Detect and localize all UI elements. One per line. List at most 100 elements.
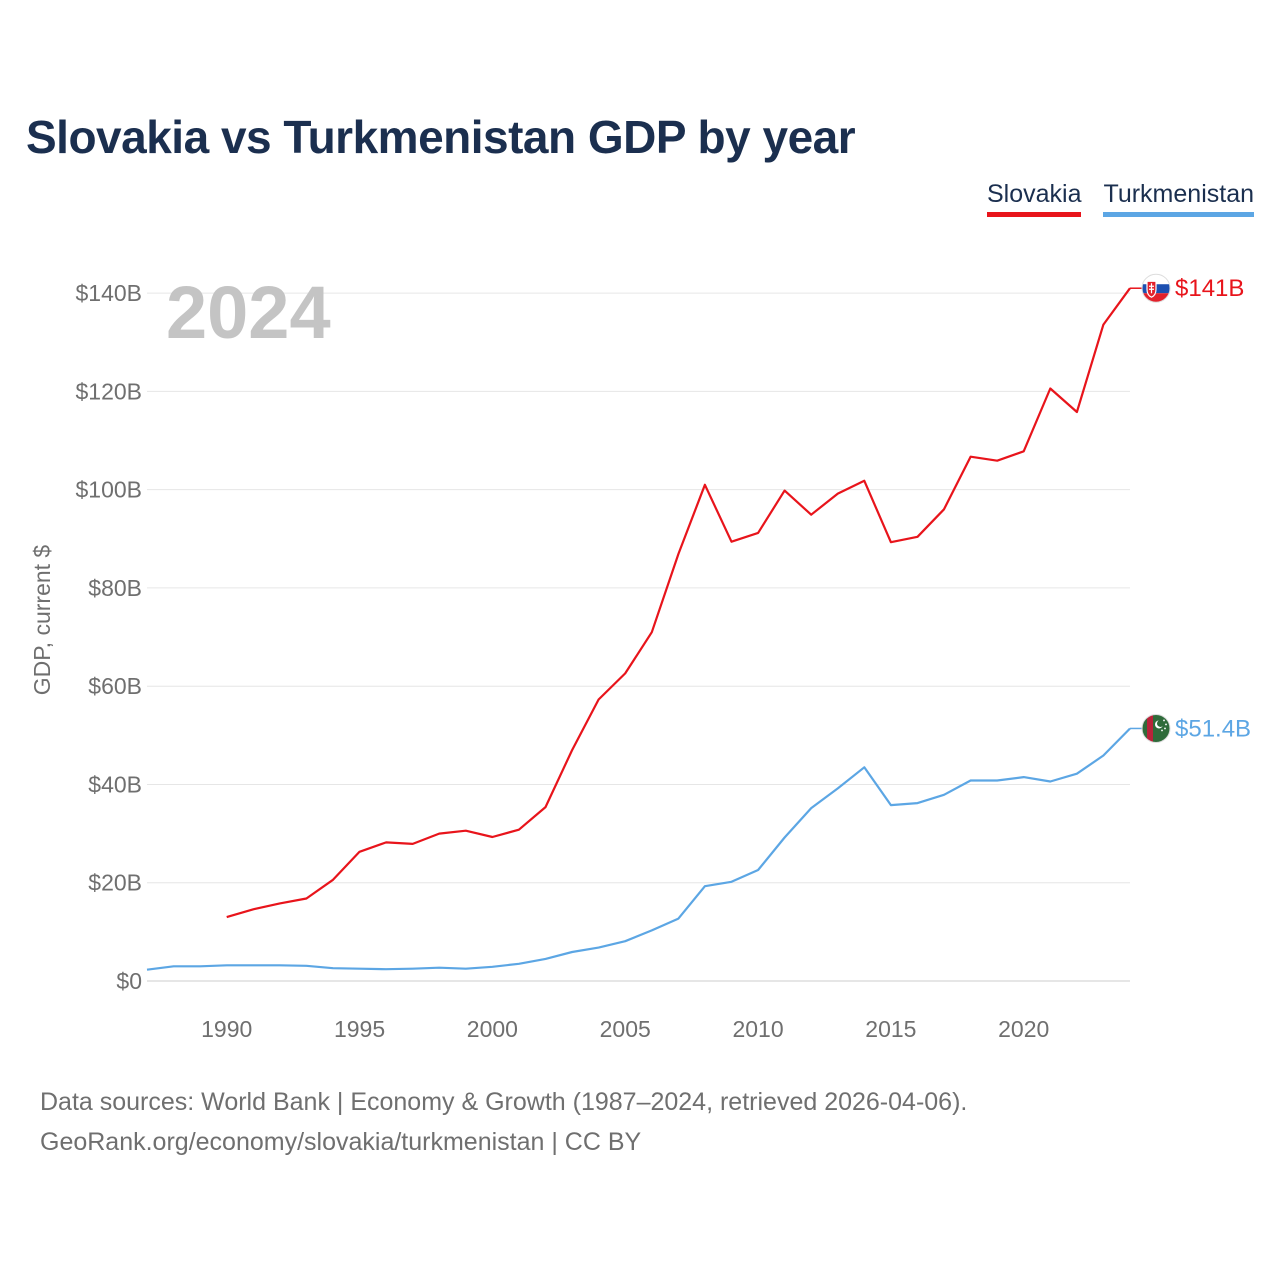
y-tick-label: $40B: [88, 771, 142, 797]
data-point-slovakia[interactable]: [1074, 409, 1080, 415]
data-point-slovakia[interactable]: [330, 877, 336, 883]
data-point-slovakia[interactable]: [861, 478, 867, 484]
legend: Slovakia Turkmenistan: [986, 180, 1254, 217]
data-point-slovakia[interactable]: [224, 914, 230, 920]
data-point-turkmenistan[interactable]: [516, 961, 522, 967]
y-tick-label: $0: [116, 968, 142, 994]
y-tick-label: $140B: [75, 280, 142, 306]
y-tick-label: $120B: [75, 378, 142, 404]
turkmenistan-flag-icon: [1141, 713, 1171, 743]
credit-link[interactable]: GeoRank.org/economy/slovakia/turkmenista…: [40, 1128, 642, 1156]
data-point-slovakia[interactable]: [410, 841, 416, 847]
data-point-turkmenistan[interactable]: [968, 778, 974, 784]
y-tick-label: $100B: [75, 477, 142, 503]
data-point-slovakia[interactable]: [994, 458, 1000, 464]
data-point-turkmenistan[interactable]: [197, 963, 203, 969]
data-point-turkmenistan[interactable]: [144, 967, 150, 973]
year-watermark: 2024: [166, 271, 331, 354]
data-point-turkmenistan[interactable]: [782, 835, 788, 841]
x-tick-label: 2015: [865, 1016, 916, 1042]
x-tick-label: 2005: [600, 1016, 651, 1042]
end-value-label-turkmenistan: $51.4B: [1175, 715, 1251, 742]
data-point-turkmenistan[interactable]: [543, 956, 549, 962]
data-point-slovakia[interactable]: [277, 900, 283, 906]
data-point-slovakia[interactable]: [675, 551, 681, 557]
data-point-slovakia[interactable]: [516, 827, 522, 833]
data-point-slovakia[interactable]: [968, 454, 974, 460]
x-tick-label: 1995: [334, 1016, 385, 1042]
x-tick-label: 1990: [201, 1016, 252, 1042]
data-point-slovakia[interactable]: [1047, 385, 1053, 391]
data-point-slovakia[interactable]: [888, 539, 894, 545]
series-line-turkmenistan[interactable]: [146, 727, 1131, 971]
data-point-turkmenistan[interactable]: [914, 800, 920, 806]
data-point-slovakia[interactable]: [463, 828, 469, 834]
data-point-slovakia[interactable]: [728, 539, 734, 545]
legend-item-slovakia[interactable]: Slovakia: [986, 180, 1082, 217]
data-point-slovakia[interactable]: [1100, 322, 1106, 328]
data-point-turkmenistan[interactable]: [250, 962, 256, 968]
data-point-slovakia[interactable]: [569, 747, 575, 753]
data-point-turkmenistan[interactable]: [330, 965, 336, 971]
data-point-slovakia[interactable]: [596, 696, 602, 702]
data-point-turkmenistan[interactable]: [994, 778, 1000, 784]
footer: Data sources: World Bank | Economy & Gro…: [40, 1082, 967, 1162]
data-point-turkmenistan[interactable]: [755, 867, 761, 873]
data-point-turkmenistan[interactable]: [649, 927, 655, 933]
data-point-turkmenistan[interactable]: [1021, 774, 1027, 780]
data-point-turkmenistan[interactable]: [1100, 752, 1106, 758]
x-tick-label: 2010: [732, 1016, 783, 1042]
end-value-label-slovakia: $141B: [1175, 275, 1244, 302]
data-point-turkmenistan[interactable]: [224, 962, 230, 968]
data-point-turkmenistan[interactable]: [702, 883, 708, 889]
data-point-turkmenistan[interactable]: [675, 916, 681, 922]
data-point-turkmenistan[interactable]: [463, 966, 469, 972]
data-point-slovakia[interactable]: [1021, 448, 1027, 454]
data-point-turkmenistan[interactable]: [941, 792, 947, 798]
series-line-slovakia[interactable]: [226, 287, 1131, 919]
data-point-slovakia[interactable]: [383, 839, 389, 845]
data-point-turkmenistan[interactable]: [728, 879, 734, 885]
data-point-turkmenistan[interactable]: [596, 945, 602, 951]
chart-title: Slovakia vs Turkmenistan GDP by year: [26, 111, 856, 163]
data-point-turkmenistan[interactable]: [1074, 771, 1080, 777]
data-point-slovakia[interactable]: [914, 534, 920, 540]
data-point-turkmenistan[interactable]: [808, 805, 814, 811]
data-point-slovakia[interactable]: [941, 506, 947, 512]
data-point-slovakia[interactable]: [303, 895, 309, 901]
data-point-slovakia[interactable]: [250, 906, 256, 912]
data-point-slovakia[interactable]: [436, 831, 442, 837]
data-point-turkmenistan[interactable]: [569, 949, 575, 955]
data-point-turkmenistan[interactable]: [1047, 779, 1053, 785]
data-point-turkmenistan[interactable]: [357, 966, 363, 972]
data-point-turkmenistan[interactable]: [277, 962, 283, 968]
y-tick-label: $80B: [88, 575, 142, 601]
data-point-slovakia[interactable]: [835, 491, 841, 497]
data-point-turkmenistan[interactable]: [622, 938, 628, 944]
data-point-turkmenistan[interactable]: [383, 966, 389, 972]
data-point-slovakia[interactable]: [622, 670, 628, 676]
legend-item-turkmenistan[interactable]: Turkmenistan: [1103, 180, 1254, 217]
data-point-turkmenistan[interactable]: [835, 785, 841, 791]
y-tick-label: $20B: [88, 870, 142, 896]
data-point-turkmenistan[interactable]: [171, 963, 177, 969]
data-point-slovakia[interactable]: [755, 530, 761, 536]
x-tick-label: 2020: [998, 1016, 1049, 1042]
data-point-slovakia[interactable]: [782, 488, 788, 494]
y-axis-title: GDP, current $: [29, 545, 55, 696]
data-point-slovakia[interactable]: [489, 834, 495, 840]
data-point-turkmenistan[interactable]: [888, 802, 894, 808]
data-point-turkmenistan[interactable]: [410, 966, 416, 972]
data-sources-note: Data sources: World Bank | Economy & Gro…: [40, 1088, 968, 1116]
data-point-turkmenistan[interactable]: [489, 964, 495, 970]
data-point-turkmenistan[interactable]: [436, 965, 442, 971]
data-point-slovakia[interactable]: [702, 482, 708, 488]
data-point-slovakia[interactable]: [808, 512, 814, 518]
data-point-turkmenistan[interactable]: [861, 764, 867, 770]
data-point-slovakia[interactable]: [649, 629, 655, 635]
data-point-slovakia[interactable]: [357, 849, 363, 855]
x-tick-label: 2000: [467, 1016, 518, 1042]
gdp-line-chart: $0 $20B $40B $60B $80B $100B $120B $140B 1990 199…: [29, 271, 1251, 1042]
data-point-turkmenistan[interactable]: [303, 963, 309, 969]
data-point-slovakia[interactable]: [543, 804, 549, 810]
